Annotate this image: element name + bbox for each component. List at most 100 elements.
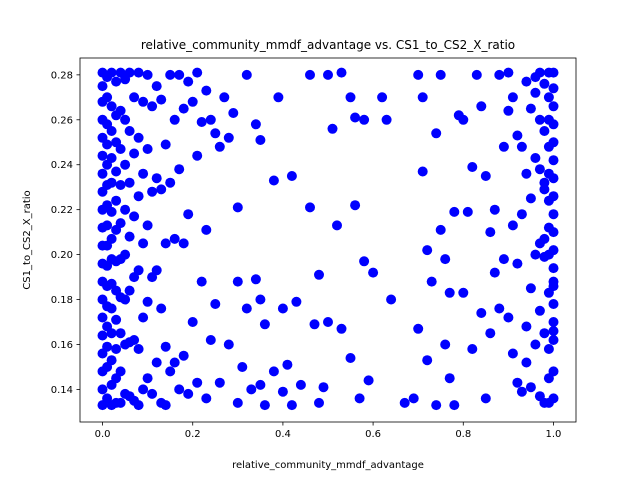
data-point [142,69,153,80]
data-point [115,397,126,408]
data-point [151,81,162,92]
data-point [102,92,113,103]
data-point [147,388,158,399]
data-point [250,119,261,130]
data-point [169,114,180,125]
data-point [548,191,559,202]
data-point [534,67,545,78]
data-point [151,265,162,276]
data-point [417,92,428,103]
data-point [133,344,144,354]
data-point [201,85,212,96]
data-point [431,128,442,139]
data-point [516,141,527,152]
data-point [548,245,559,256]
data-point [183,388,194,399]
data-point [102,139,113,150]
data-point [165,366,176,377]
data-point [458,114,469,125]
data-point [323,69,333,80]
data-point [97,330,108,341]
data-point [295,379,306,390]
data-point [111,314,122,325]
data-point [102,341,113,352]
data-point [156,303,167,314]
data-point [539,78,550,89]
data-point [97,384,108,395]
data-point [255,379,266,390]
data-point [548,326,559,336]
data-point [359,256,370,267]
data-point [318,382,329,393]
data-point [106,233,117,244]
data-point [129,335,140,345]
data-point [489,267,500,278]
data-point [449,400,460,411]
data-point [151,173,162,184]
data-point [111,76,122,87]
data-point [133,67,144,78]
data-point [548,335,559,345]
data-point [241,69,252,80]
data-point [115,218,126,229]
data-point [138,238,149,249]
data-point [246,384,257,395]
data-point [237,362,248,372]
y-tick-label: 0.22 [51,205,73,216]
data-point [503,105,514,116]
data-point [129,148,140,159]
data-point [282,359,293,370]
data-point [521,357,532,368]
data-point [305,69,315,80]
data-point [196,276,207,287]
data-point [386,294,397,305]
data-point [124,126,135,136]
data-point [106,328,117,339]
data-point [232,276,243,287]
data-point [548,263,559,274]
data-point [268,175,279,186]
data-point [543,344,554,354]
data-point [196,117,207,127]
chart-title: relative_community_mmdf_advantage vs. CS… [141,38,515,52]
data-point [120,114,131,125]
data-point [106,303,117,314]
data-point [106,101,117,112]
data-point [169,233,180,244]
data-point [422,245,433,256]
data-point [129,92,140,103]
data-point [350,200,361,211]
data-point [169,357,180,368]
data-point [120,294,131,305]
data-point [530,87,541,98]
data-point [174,164,185,175]
data-point [192,67,203,78]
data-point [205,114,216,125]
data-point [548,155,559,166]
data-point [494,303,505,314]
x-tick-label: 0.4 [275,429,291,440]
data-point [413,323,424,334]
data-point [120,249,131,260]
data-point [102,220,113,231]
data-point [489,204,500,215]
data-point [323,317,333,327]
data-point [147,101,158,112]
x-axis-label: relative_community_mmdf_advantage [232,460,424,471]
data-point [106,153,117,163]
data-point [498,254,509,265]
y-axis-label: CS1_to_CS2_X_ratio [22,190,33,289]
data-point [485,328,496,339]
data-point [178,103,189,114]
data-point [507,348,518,359]
data-point [174,69,185,80]
data-point [286,171,297,181]
data-point [115,144,126,154]
data-point [120,159,131,170]
data-point [413,69,424,80]
data-point [106,126,117,136]
data-point [548,173,559,184]
data-point [435,224,446,235]
y-tick-label: 0.26 [51,115,73,126]
data-point [354,393,365,404]
